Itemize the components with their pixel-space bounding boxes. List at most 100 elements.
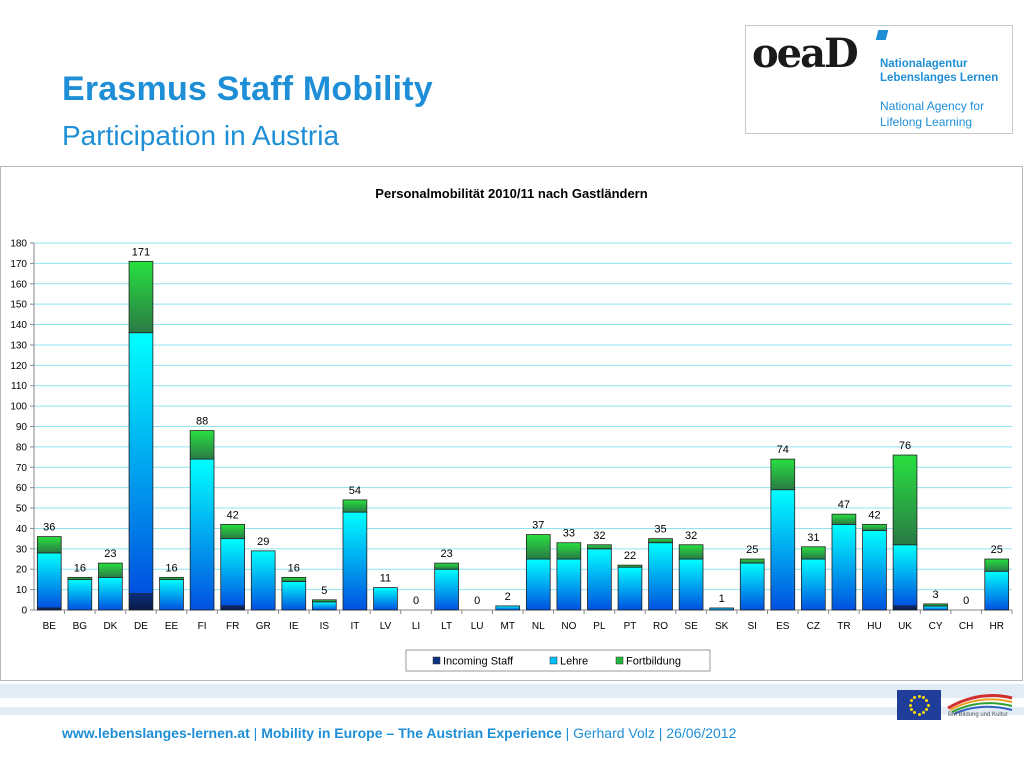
bar-segment-lehre <box>98 576 123 611</box>
y-tick-label: 90 <box>16 422 28 433</box>
data-label: 32 <box>685 530 697 542</box>
y-tick-label: 160 <box>10 279 27 290</box>
x-tick-label: EE <box>165 621 179 632</box>
legend-swatch <box>432 656 441 665</box>
y-tick-label: 40 <box>16 524 28 535</box>
bar-segment-fortbildung <box>801 546 826 560</box>
eu-star-icon <box>925 708 929 711</box>
bar-segment-fortbildung <box>189 430 215 460</box>
legend-label: Lehre <box>560 656 588 668</box>
data-label: 37 <box>532 520 544 532</box>
data-label: 16 <box>74 562 86 574</box>
y-tick-label: 120 <box>10 361 27 372</box>
x-tick-label: CH <box>959 621 973 632</box>
x-tick-label: SI <box>747 621 756 632</box>
eu-star-icon <box>922 711 925 715</box>
data-label: 33 <box>563 528 575 540</box>
bar-segment-lehre <box>128 332 154 595</box>
data-label: 2 <box>505 591 511 603</box>
bar-segment-fortbildung <box>556 542 582 560</box>
x-tick-label: LT <box>441 621 452 632</box>
bar-segment-lehre <box>862 530 887 611</box>
bar-segment-fortbildung <box>892 454 918 546</box>
x-tick-label: PT <box>624 621 637 632</box>
bar-segment-lehre <box>801 558 826 611</box>
x-tick-label: BG <box>73 621 88 632</box>
bar-segment-lehre <box>617 566 643 611</box>
bar-segment-fortbildung <box>525 534 551 560</box>
data-label: 42 <box>227 509 239 521</box>
y-tick-label: 170 <box>10 259 27 270</box>
bar-segment-lehre <box>556 558 582 611</box>
bar-segment-lehre <box>159 579 184 611</box>
x-tick-label: HR <box>989 621 1003 632</box>
data-label: 1 <box>719 593 725 605</box>
legend-swatch <box>549 656 558 665</box>
x-tick-label: CY <box>929 621 943 632</box>
data-label: 0 <box>963 595 969 607</box>
bar-segment-fortbildung <box>312 599 337 603</box>
x-tick-label: MT <box>500 621 514 632</box>
bar-segment-incoming-staff <box>220 605 245 611</box>
data-label: 29 <box>257 536 269 548</box>
eu-star-icon <box>908 703 912 707</box>
data-label: 16 <box>165 562 177 574</box>
data-label: 32 <box>593 530 605 542</box>
footer-separator-2: | <box>561 725 574 741</box>
footer-band-bottom <box>0 707 1024 715</box>
footer-separator-1: | <box>249 725 262 741</box>
bar-segment-fortbildung <box>159 576 184 580</box>
bar-segment-lehre <box>923 605 948 611</box>
oead-logo-line-2: National Agency for Lifelong Learning <box>880 98 984 130</box>
x-tick-label: TR <box>837 621 850 632</box>
bar-segment-lehre <box>312 601 337 611</box>
bar-segment-fortbildung <box>342 499 368 513</box>
bar-segment-fortbildung <box>831 513 857 525</box>
bar-segment-fortbildung <box>36 536 62 554</box>
bar-segment-lehre <box>67 579 93 611</box>
eu-star-icon <box>909 699 913 702</box>
bar-segment-fortbildung <box>862 523 887 531</box>
x-tick-label: LU <box>471 621 484 632</box>
data-label: 0 <box>413 595 419 607</box>
x-tick-label: HU <box>867 621 881 632</box>
eu-star-icon <box>913 711 916 715</box>
legend-label: Incoming Staff <box>443 656 514 668</box>
bar-segment-fortbildung <box>617 564 643 568</box>
bar-segment-lehre <box>525 558 551 611</box>
x-tick-label: RO <box>653 621 668 632</box>
x-tick-label: FI <box>198 621 207 632</box>
eu-star-icon <box>926 703 930 707</box>
y-tick-label: 80 <box>16 442 28 453</box>
bar-segment-fortbildung <box>434 562 459 570</box>
bar-segment-lehre <box>495 605 521 611</box>
oead-logo-mark: oeaD <box>752 30 859 77</box>
bar-segment-fortbildung <box>739 558 765 564</box>
page-subtitle: Participation in Austria <box>62 120 340 151</box>
y-tick-label: 130 <box>10 340 27 351</box>
eu-star-icon <box>925 699 929 702</box>
bar-segment-incoming-staff <box>128 593 154 611</box>
data-label: 36 <box>43 522 55 534</box>
footer-url[interactable]: www.lebenslanges-lernen.at <box>62 725 250 741</box>
footer-band-top <box>0 684 1024 698</box>
bar-segment-fortbildung <box>923 603 948 607</box>
x-tick-label: ES <box>776 621 790 632</box>
bar-segment-lehre <box>373 587 398 611</box>
x-tick-label: BE <box>43 621 57 632</box>
x-tick-label: IE <box>289 621 299 632</box>
logo-line3: National Agency for <box>880 99 985 113</box>
bar-segment-fortbildung <box>984 558 1010 572</box>
bar-segment-lehre <box>250 550 276 611</box>
y-tick-label: 10 <box>16 585 28 596</box>
x-tick-label: NL <box>532 621 545 632</box>
y-tick-label: 60 <box>16 483 28 494</box>
y-tick-label: 150 <box>10 300 27 311</box>
logo-line2: Lebenslanges Lernen <box>880 72 999 84</box>
bar-segment-fortbildung <box>281 576 307 582</box>
data-label: 25 <box>746 544 758 556</box>
bar-segment-fortbildung <box>770 458 796 491</box>
logo-line1: Nationalagentur <box>880 58 968 70</box>
footer: www.lebenslanges-lernen.at | Mobility in… <box>62 725 736 741</box>
